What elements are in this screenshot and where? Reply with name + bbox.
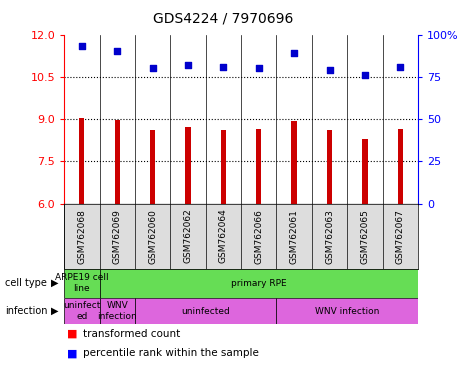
Point xyxy=(397,64,404,70)
Bar xyxy=(64,298,100,324)
Bar xyxy=(221,130,226,204)
Bar xyxy=(256,129,261,204)
Point xyxy=(361,72,369,78)
Bar xyxy=(292,121,297,204)
Text: uninfect
ed: uninfect ed xyxy=(63,301,101,321)
Point xyxy=(290,50,298,56)
Text: uninfected: uninfected xyxy=(181,306,230,316)
Text: infection: infection xyxy=(5,306,47,316)
Text: GSM762067: GSM762067 xyxy=(396,209,405,264)
Bar xyxy=(276,298,418,324)
Point xyxy=(78,43,86,50)
Text: GSM762060: GSM762060 xyxy=(148,209,157,264)
Point xyxy=(326,67,333,73)
Text: GDS4224 / 7970696: GDS4224 / 7970696 xyxy=(153,12,294,25)
Text: GSM762064: GSM762064 xyxy=(219,209,228,263)
Text: WNV
infection: WNV infection xyxy=(97,301,137,321)
Point xyxy=(219,64,227,70)
Point xyxy=(184,62,192,68)
Point xyxy=(149,65,156,71)
Text: transformed count: transformed count xyxy=(83,329,180,339)
Text: ▶: ▶ xyxy=(51,306,59,316)
Point xyxy=(114,48,121,55)
Text: ▶: ▶ xyxy=(51,278,59,288)
Text: ■: ■ xyxy=(66,348,77,358)
Bar xyxy=(64,269,100,298)
Text: GSM762061: GSM762061 xyxy=(290,209,299,264)
Bar xyxy=(114,120,120,204)
Text: WNV infection: WNV infection xyxy=(315,306,380,316)
Bar xyxy=(100,298,135,324)
Text: GSM762069: GSM762069 xyxy=(113,209,122,264)
Text: GSM762065: GSM762065 xyxy=(361,209,370,264)
Text: primary RPE: primary RPE xyxy=(231,279,286,288)
Bar xyxy=(327,130,332,204)
Text: GSM762063: GSM762063 xyxy=(325,209,334,264)
Point xyxy=(255,65,263,71)
Text: GSM762068: GSM762068 xyxy=(77,209,86,264)
Text: GSM762066: GSM762066 xyxy=(254,209,263,264)
Bar xyxy=(79,118,85,204)
Bar xyxy=(362,139,368,204)
Text: percentile rank within the sample: percentile rank within the sample xyxy=(83,348,259,358)
Bar xyxy=(185,127,190,204)
Text: GSM762062: GSM762062 xyxy=(183,209,192,263)
Text: ARPE19 cell
line: ARPE19 cell line xyxy=(55,273,109,293)
Text: ■: ■ xyxy=(66,329,77,339)
Bar xyxy=(398,129,403,204)
Bar xyxy=(135,298,276,324)
Text: cell type: cell type xyxy=(5,278,47,288)
Bar xyxy=(150,130,155,204)
